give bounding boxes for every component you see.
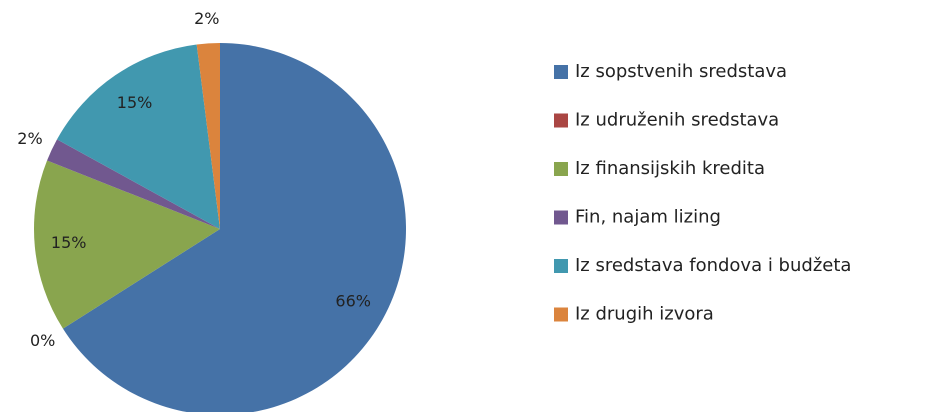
pie-slice (62, 43, 406, 412)
data-label: 15% (51, 233, 87, 252)
legend-swatch (554, 307, 568, 322)
legend-swatch (554, 113, 568, 128)
legend-swatch (554, 65, 568, 79)
data-label: 0% (30, 331, 55, 350)
legend-label: Iz finansijskih kredita (575, 158, 765, 179)
legend-swatch (554, 162, 568, 176)
pie-slice (57, 44, 220, 229)
data-label: 15% (117, 93, 153, 112)
legend-label: Iz sopstvenih sredstava (575, 61, 787, 82)
legend-label: Iz sredstava fondova i budžeta (575, 255, 851, 276)
legend-swatch (554, 259, 568, 273)
legend-label: Fin, najam lizing (575, 207, 721, 228)
data-label: 66% (335, 292, 371, 311)
data-label: 2% (194, 9, 219, 28)
legend-label: Iz drugih izvora (575, 304, 714, 325)
pie-slice (196, 43, 220, 229)
pie-slice (33, 160, 220, 329)
pie-slice (47, 139, 221, 229)
data-label: 2% (17, 129, 42, 148)
legend-label: Iz udruženih sredstava (575, 110, 779, 131)
legend: Iz sopstvenih sredstava Iz udruženih sred… (554, 61, 851, 325)
pie: 66% 0% 15% 2% 15% 2% (17, 9, 406, 412)
legend-swatch (554, 210, 568, 225)
